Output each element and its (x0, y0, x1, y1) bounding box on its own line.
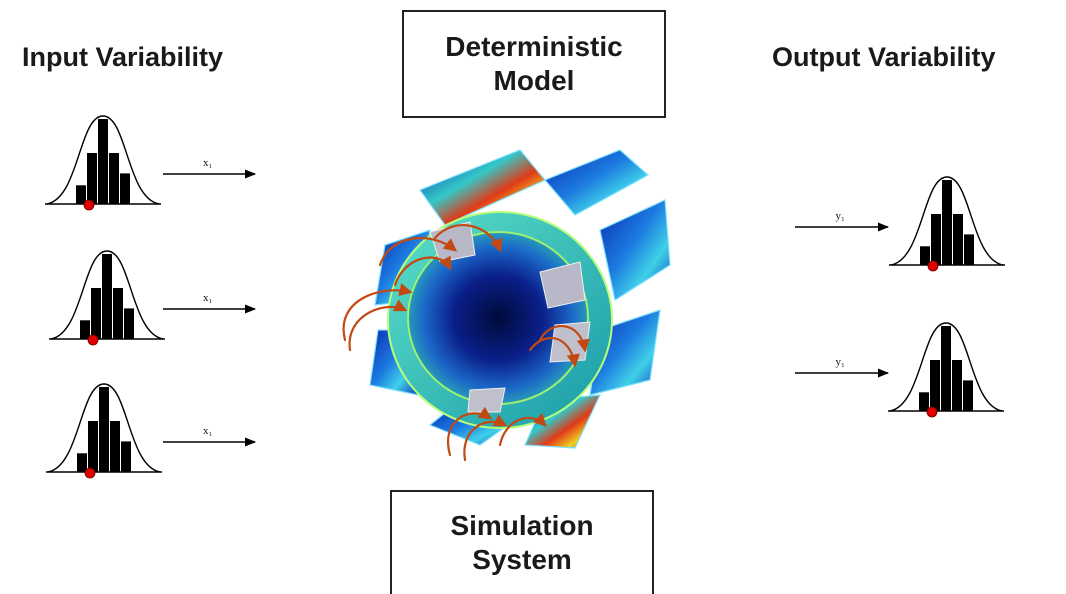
output-arrow-2: y₁ (795, 356, 890, 378)
bell-curve (890, 176, 1004, 266)
sample-point-marker (87, 334, 99, 346)
histogram-bar (121, 441, 131, 472)
histogram-bar (113, 288, 123, 339)
bell-curve (47, 383, 161, 473)
bell-curve (889, 322, 1003, 412)
bell-curve (50, 250, 164, 340)
output-variability-heading: Output Variability (772, 42, 996, 72)
input-arrow-3: x₁ (163, 425, 257, 447)
simulation-system-box: Simulation System (390, 490, 654, 594)
histogram-bar (964, 234, 974, 265)
deterministic-model-line1: Deterministic (445, 31, 623, 62)
histogram-bar (941, 326, 951, 411)
sample-point-marker (84, 467, 96, 479)
sample-point-marker (83, 199, 95, 211)
histogram-bar (98, 119, 108, 204)
histogram-bar (77, 453, 87, 472)
input-distribution-1 (45, 115, 161, 211)
histogram-bar (76, 185, 86, 204)
input-variability-heading: Input Variability (22, 42, 224, 72)
histogram-bar (91, 288, 101, 339)
histogram-bar (102, 254, 112, 339)
output-distribution-2 (888, 322, 1004, 418)
variable-label: y₁ (836, 356, 846, 368)
output-arrow-1: y₁ (795, 210, 890, 232)
histogram-bar (110, 421, 120, 472)
histogram-bar (952, 360, 962, 411)
histogram-bar (953, 214, 963, 265)
histogram-bar (930, 360, 940, 411)
histogram-bar (963, 380, 973, 411)
deterministic-model-line2: Model (493, 65, 575, 96)
input-arrow-2: x₁ (163, 292, 257, 314)
histogram-bar (124, 308, 134, 339)
histogram-bar (109, 153, 119, 204)
histogram-bar (87, 153, 97, 204)
variable-label: x₁ (203, 425, 213, 437)
output-distribution-1 (889, 176, 1005, 272)
histogram-bar (88, 421, 98, 472)
sample-point-marker (926, 406, 938, 418)
histogram-bar (919, 392, 929, 411)
variable-label: x₁ (203, 157, 213, 169)
output-distributions: y₁ y₁ (795, 176, 1005, 418)
histogram-bar (80, 320, 90, 339)
input-distribution-2 (49, 250, 165, 346)
bell-curve (46, 115, 160, 205)
histogram-bar (931, 214, 941, 265)
input-distribution-3 (46, 383, 162, 479)
input-distributions: x₁ x₁ x₁ (45, 115, 257, 479)
rotor-stator-3d-model-image (342, 149, 671, 462)
histogram-bar (99, 387, 109, 472)
histogram-bar (120, 173, 130, 204)
variable-label: x₁ (203, 292, 213, 304)
variable-label: y₁ (836, 210, 846, 222)
input-arrow-1: x₁ (163, 157, 257, 179)
sample-point-marker (927, 260, 939, 272)
deterministic-model-box: Deterministic Model (402, 10, 666, 118)
histogram-bar (920, 246, 930, 265)
simulation-system-line1: Simulation (450, 510, 594, 541)
simulation-system-line2: System (472, 544, 572, 575)
histogram-bar (942, 180, 952, 265)
